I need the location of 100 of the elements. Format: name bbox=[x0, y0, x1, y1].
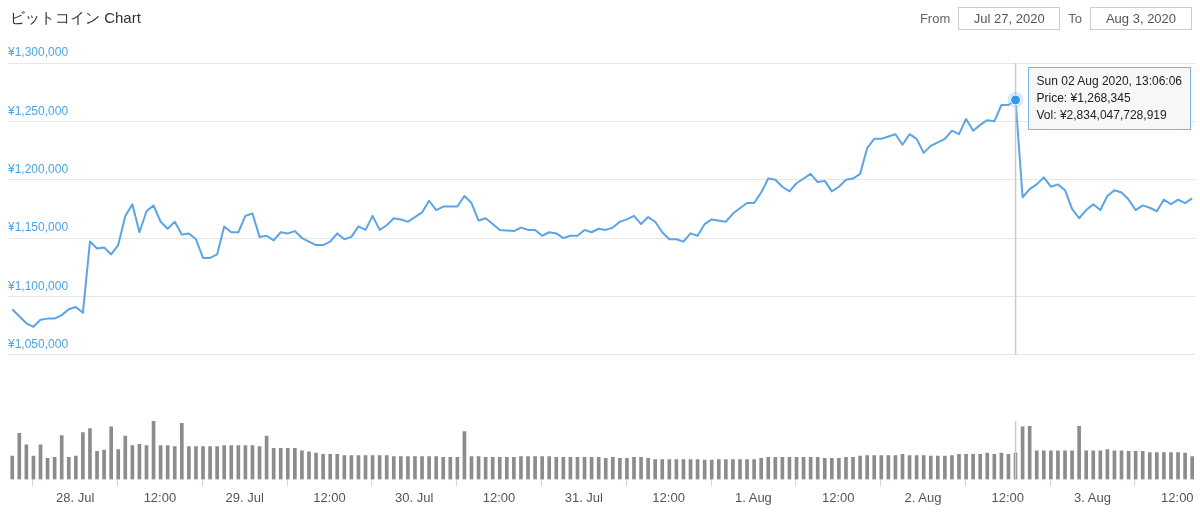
text: To bbox=[1068, 11, 1082, 26]
bar bbox=[964, 453, 968, 480]
bar bbox=[406, 456, 410, 480]
bar bbox=[646, 458, 650, 480]
bar bbox=[639, 456, 643, 480]
bar bbox=[413, 456, 417, 480]
bar bbox=[985, 452, 990, 480]
bar bbox=[307, 451, 311, 480]
bar bbox=[547, 456, 552, 480]
bar bbox=[1084, 450, 1089, 480]
bar bbox=[865, 455, 869, 480]
bar bbox=[618, 458, 622, 480]
x-tick-label: 12:00 bbox=[313, 489, 346, 505]
bar bbox=[858, 455, 862, 480]
bar bbox=[194, 446, 198, 480]
bar bbox=[879, 455, 884, 480]
bar bbox=[123, 435, 128, 480]
x-tick-label: 12:00 bbox=[652, 489, 685, 505]
bar bbox=[342, 455, 347, 480]
y-tick-label: ¥1,150,000 bbox=[7, 220, 69, 235]
bar bbox=[844, 456, 848, 480]
bar bbox=[399, 456, 403, 480]
bar bbox=[971, 453, 975, 480]
bar bbox=[950, 455, 954, 480]
bar bbox=[1098, 450, 1103, 480]
bar bbox=[420, 456, 424, 480]
bar bbox=[921, 455, 926, 480]
bar bbox=[745, 459, 749, 480]
bar bbox=[837, 458, 841, 480]
x-tick-label: 2. Aug bbox=[904, 489, 942, 505]
bar bbox=[1041, 450, 1046, 480]
bar bbox=[448, 456, 453, 480]
bar bbox=[957, 453, 961, 480]
bar bbox=[497, 456, 502, 480]
bar bbox=[10, 455, 15, 480]
y-tick-label: ¥1,050,000 bbox=[7, 337, 69, 352]
bar bbox=[222, 445, 227, 480]
bar bbox=[731, 459, 735, 480]
bar bbox=[815, 456, 820, 480]
bar bbox=[1155, 452, 1159, 480]
y-tick-label: ¥1,200,000 bbox=[7, 162, 69, 177]
bar bbox=[208, 446, 212, 480]
bar bbox=[293, 448, 297, 480]
bar bbox=[533, 456, 537, 480]
bar bbox=[851, 456, 855, 480]
bar bbox=[434, 456, 438, 480]
x-tick-label: 29. Jul bbox=[225, 489, 264, 505]
x-tick-label: 12:00 bbox=[991, 489, 1025, 505]
bar bbox=[1077, 425, 1081, 480]
bar bbox=[102, 449, 106, 480]
bar bbox=[724, 459, 728, 480]
bar bbox=[632, 456, 636, 480]
bar bbox=[773, 456, 778, 480]
bar bbox=[335, 453, 340, 480]
date-field: Aug 3, 2020 bbox=[1090, 7, 1192, 30]
annotation: Sun 02 Aug 2020, 13:06:06 Price: ¥1,268,345 Vol: ¥2,834,047,728,919 bbox=[1027, 67, 1191, 130]
bar bbox=[504, 456, 509, 480]
x-tick-label: 28. Jul bbox=[55, 489, 95, 505]
bar bbox=[1034, 450, 1039, 480]
y-tick-label: ¥1,300,000 bbox=[7, 45, 69, 60]
bar bbox=[603, 458, 608, 480]
bar bbox=[653, 459, 658, 480]
bar bbox=[427, 456, 431, 480]
bar bbox=[1056, 450, 1060, 480]
chart-title: ビットコイン Chart bbox=[10, 9, 141, 28]
bar bbox=[978, 453, 983, 480]
x-tick-label: 12:00 bbox=[143, 489, 177, 505]
bar bbox=[928, 455, 933, 480]
bar bbox=[1147, 452, 1152, 480]
bar bbox=[391, 456, 396, 480]
bar bbox=[625, 458, 629, 480]
bar bbox=[215, 446, 219, 480]
bar bbox=[1070, 450, 1074, 480]
bar bbox=[526, 456, 530, 480]
bar bbox=[540, 456, 544, 480]
bar bbox=[596, 456, 601, 480]
bar bbox=[59, 435, 64, 480]
x-tick-label: 1. Aug bbox=[734, 489, 772, 505]
bar bbox=[95, 451, 99, 480]
x-tick-label: 30. Jul bbox=[395, 489, 434, 505]
bar bbox=[490, 456, 495, 480]
bar bbox=[201, 446, 205, 480]
x-tick-label: 3. Aug bbox=[1074, 489, 1111, 505]
bar bbox=[116, 449, 121, 480]
bar bbox=[554, 456, 559, 480]
bar bbox=[81, 432, 85, 480]
bar bbox=[384, 455, 389, 480]
bar bbox=[187, 446, 191, 480]
bar bbox=[314, 452, 318, 480]
bar bbox=[738, 459, 742, 480]
bar bbox=[519, 456, 523, 480]
bar bbox=[1190, 456, 1194, 480]
bar bbox=[822, 458, 827, 480]
bar bbox=[667, 459, 672, 480]
bar bbox=[88, 428, 92, 480]
y-tick-label: ¥1,100,000 bbox=[7, 278, 69, 293]
bar bbox=[610, 456, 615, 480]
bar bbox=[1169, 452, 1173, 480]
bar bbox=[109, 426, 113, 480]
bar bbox=[441, 456, 446, 480]
